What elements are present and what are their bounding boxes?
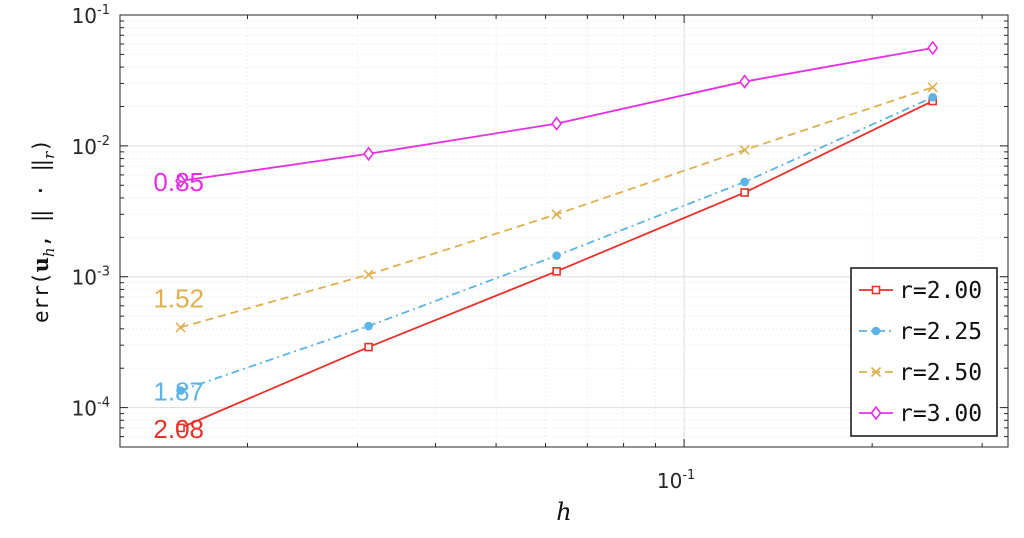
data-point-r300 xyxy=(175,173,187,189)
data-point-r250-stroke xyxy=(175,322,186,333)
y-label-u-sub: h xyxy=(40,247,58,257)
x-axis-label: h xyxy=(556,498,571,526)
x-tick-label: 10-1 xyxy=(657,468,695,493)
data-point-r200 xyxy=(552,267,561,276)
y-tick-label: 10-4 xyxy=(72,396,110,421)
y-tick-label: 10-1 xyxy=(72,3,110,28)
data-point-r250-stroke xyxy=(927,82,938,93)
data-point-r250-stroke xyxy=(739,144,750,156)
data-point-r200 xyxy=(176,423,185,433)
rate-label-r250: 1.52 xyxy=(153,283,204,313)
data-point-r200 xyxy=(740,188,749,197)
legend-marker-r300 xyxy=(870,405,882,421)
rate-label-r225: 1.87 xyxy=(153,377,204,407)
data-point-r225 xyxy=(176,386,185,395)
tick-marks xyxy=(120,14,1008,448)
data-point-r300 xyxy=(739,74,751,89)
data-point-r250 xyxy=(927,82,938,93)
data-point-r225 xyxy=(552,251,561,260)
plot-frame xyxy=(119,14,1009,448)
data-point-r300 xyxy=(551,116,563,131)
y-label-prefix: err( xyxy=(29,272,53,323)
data-point-r225 xyxy=(740,177,749,187)
y-tick-label: 10-2 xyxy=(72,134,110,159)
y-label-u: u xyxy=(28,257,53,272)
legend-marker-r250 xyxy=(870,366,882,378)
y-tick-label: 10-3 xyxy=(72,265,110,290)
data-point-r300 xyxy=(363,146,375,162)
y-label-norm-sub: r xyxy=(40,151,58,159)
legend-marker-r225 xyxy=(871,326,881,336)
legend-label-r300: r=3.00 xyxy=(899,401,982,427)
y-label-middle: , ‖ · ‖ xyxy=(29,159,54,248)
data-point-r250-stroke xyxy=(363,269,374,280)
legend-marker-r250-stroke xyxy=(870,366,882,378)
data-point-r250 xyxy=(175,322,186,333)
data-point-r250 xyxy=(551,209,562,220)
data-point-r250-stroke xyxy=(551,209,562,220)
data-point-r225 xyxy=(364,321,373,331)
series-group xyxy=(175,40,939,433)
rate-label-r200: 2.08 xyxy=(153,414,204,444)
data-point-r225 xyxy=(928,93,937,102)
legend-marker-r200 xyxy=(871,285,881,295)
data-point-r250 xyxy=(739,144,750,156)
data-point-r250 xyxy=(363,269,374,280)
legend-label-r200: r=2.00 xyxy=(899,278,982,304)
data-point-r300 xyxy=(927,40,939,56)
rate-labels: 2.08 1.87 1.52 0.85 xyxy=(153,167,204,444)
legend-label-r250: r=2.50 xyxy=(899,360,982,386)
data-point-r200 xyxy=(364,342,373,352)
y-axis-label: err(uh, ‖ · ‖r) xyxy=(28,139,58,323)
rate-label-r300: 0.85 xyxy=(153,167,204,197)
legend-label-r225: r=2.25 xyxy=(899,319,982,345)
legend: r=2.00 r=2.25 r=2.50 r=3.00 xyxy=(850,267,998,437)
y-label-suffix: ) xyxy=(29,139,53,152)
